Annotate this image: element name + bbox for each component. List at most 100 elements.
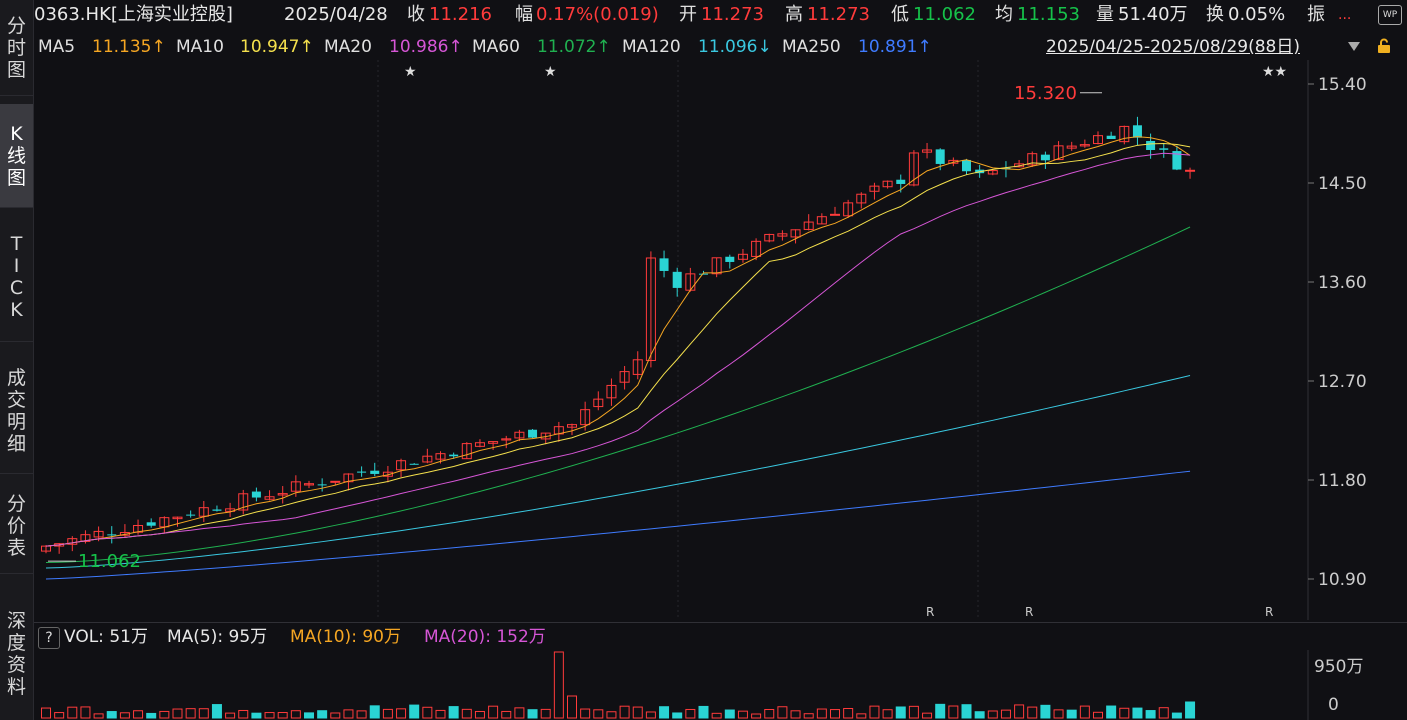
tab-price-distribution[interactable]: 分价表	[0, 478, 33, 574]
volume-bar	[409, 704, 420, 719]
volume-bar	[146, 712, 157, 719]
volume-bar	[461, 708, 472, 719]
ma120-label: MA120	[622, 37, 681, 57]
volume-label: 量	[1096, 4, 1114, 25]
price-axis: 15.40 14.50 13.60 12.70 11.80 10.90	[1308, 75, 1367, 590]
candle-body	[67, 538, 78, 545]
volume-bar	[869, 705, 880, 719]
tab-intraday[interactable]: 分时图	[0, 0, 33, 96]
candle-body	[816, 216, 827, 225]
volume-bar	[1079, 705, 1090, 719]
tab-char: 线	[6, 144, 26, 167]
candle-body	[843, 202, 854, 217]
tab-char: 时	[6, 36, 26, 59]
ma10-line	[45, 143, 1191, 547]
volume-bar	[751, 713, 762, 719]
volume-bar	[1014, 704, 1025, 719]
tab-char: 图	[6, 166, 26, 189]
tab-char: 价	[6, 514, 26, 537]
volume-bar	[737, 710, 748, 719]
tab-char: 资	[6, 654, 26, 676]
volume-bar	[382, 708, 393, 719]
candle-body	[882, 180, 893, 188]
amplitude-label: 振	[1307, 4, 1325, 25]
candle-body	[619, 371, 630, 383]
volume-bar	[119, 712, 130, 719]
volume-bar	[67, 706, 78, 719]
volume-bar	[41, 707, 51, 719]
candle-body	[645, 257, 656, 362]
volume-bar	[396, 708, 407, 719]
price-axis-label: 14.50	[1318, 174, 1367, 194]
r-mark[interactable]: R	[1265, 605, 1273, 619]
candle-body	[370, 470, 380, 474]
candle-body	[198, 507, 209, 517]
candle-body	[501, 438, 512, 441]
tab-char: 明	[6, 410, 26, 433]
tab-char: 分	[6, 14, 26, 37]
wp-icon[interactable]: WP	[1378, 5, 1402, 25]
event-star[interactable]: ★	[544, 64, 557, 80]
chevron-down-icon[interactable]	[1346, 38, 1362, 54]
candle-body	[396, 460, 407, 471]
candle-body	[790, 229, 801, 238]
candle-body	[1132, 125, 1142, 138]
volume-bar	[567, 695, 577, 719]
candle-body	[1172, 151, 1182, 170]
volume-bar	[1132, 707, 1143, 719]
candle-body	[593, 398, 604, 408]
volume-bar	[790, 710, 801, 719]
tab-char: 细	[6, 432, 26, 455]
volume-bar	[948, 705, 959, 719]
candlestick-chart[interactable]: 15.40 14.50 13.60 12.70 11.80 10.90 15.320 11.…	[34, 60, 1407, 620]
candle-body	[146, 522, 156, 526]
candle-body	[1185, 169, 1196, 172]
low-label: 低	[891, 4, 909, 25]
date-range-selector[interactable]: 2025/04/25-2025/08/29(88日)	[1046, 37, 1300, 57]
lock-icon[interactable]	[1376, 38, 1392, 54]
volume-bar	[1158, 707, 1169, 719]
candle-body	[80, 534, 91, 542]
candle-body	[172, 516, 183, 520]
r-mark[interactable]: R	[926, 605, 934, 619]
tab-char: 度	[6, 632, 26, 654]
event-star[interactable]: ★★	[1262, 64, 1287, 80]
ma60-line	[45, 226, 1191, 563]
candle-body	[1146, 140, 1156, 150]
ma250-line	[45, 470, 1191, 580]
candle-body	[1106, 135, 1116, 139]
candle-body	[1119, 125, 1130, 143]
candle-body	[528, 429, 538, 438]
volume-bar	[369, 705, 380, 719]
tab-trade-details[interactable]: 成交明细	[0, 348, 33, 474]
volume-bar	[698, 705, 709, 719]
volume-bar	[251, 712, 262, 719]
event-star[interactable]: ★	[404, 64, 417, 80]
volume-bar	[93, 713, 104, 719]
tab-char: I	[13, 254, 20, 277]
candle-body	[567, 424, 577, 428]
volume-header: ? VOL: 51万 MA(5): 95万 MA(10): 90万 MA(20)…	[34, 622, 1407, 651]
volume-bar	[422, 706, 433, 719]
volume-bar	[540, 708, 551, 719]
ma20-line	[45, 152, 1191, 547]
r-mark[interactable]: R	[1025, 605, 1033, 619]
volume-bar	[1066, 709, 1077, 719]
volume-bars-group	[41, 651, 1196, 719]
help-button[interactable]: ?	[38, 627, 60, 649]
volume-bar	[645, 711, 656, 719]
volume-bar	[1119, 707, 1130, 719]
candle-body	[1079, 144, 1090, 147]
volume-chart[interactable]: 950万 0	[34, 650, 1407, 720]
volume-bar	[488, 705, 499, 719]
tab-depth-data[interactable]: 深度资料	[0, 588, 33, 720]
candle-body	[672, 271, 682, 288]
volume-bar	[1053, 709, 1064, 719]
candle-body	[1040, 154, 1050, 161]
change-label: 幅	[515, 4, 533, 25]
more-indicator[interactable]: ...	[1338, 7, 1352, 23]
price-axis-label: 12.70	[1318, 372, 1367, 392]
